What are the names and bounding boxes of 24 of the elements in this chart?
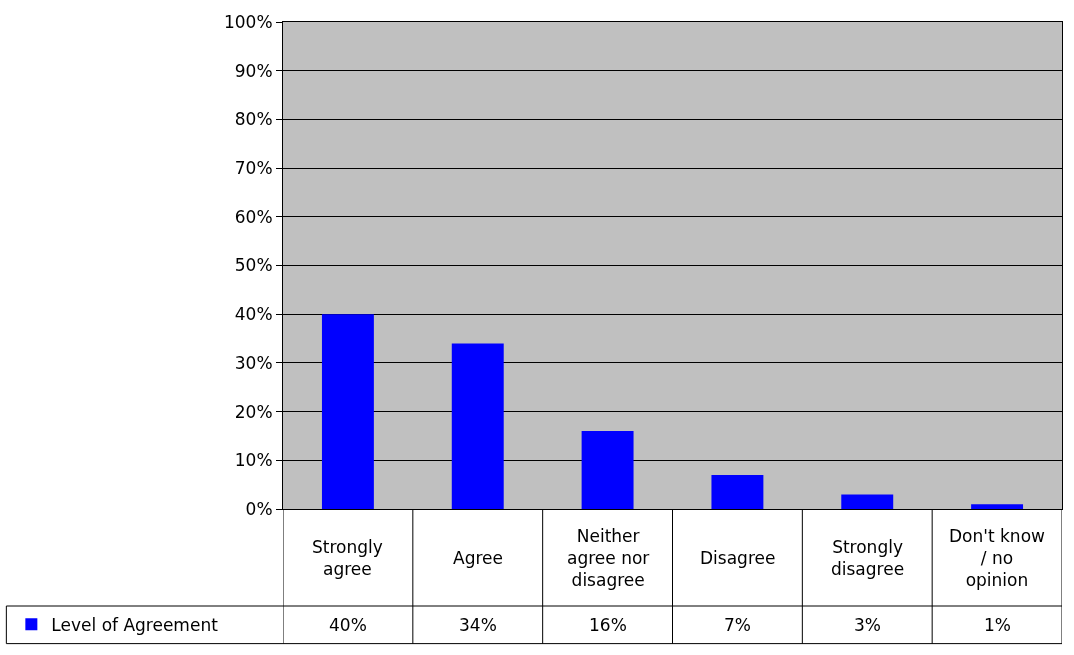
y-tick-label: 0% bbox=[245, 498, 273, 519]
y-tick-label: 30% bbox=[234, 352, 273, 373]
x-tick-label: Neither agree nor disagree bbox=[567, 526, 650, 591]
data-label: 34% bbox=[459, 615, 497, 635]
x-tick-label: Strongly agree bbox=[312, 537, 383, 580]
y-tick-label: 50% bbox=[234, 255, 273, 276]
y-tick-label: 40% bbox=[234, 304, 273, 325]
x-tick-label: Agree bbox=[453, 548, 503, 568]
legend-label: Level of Agreement bbox=[51, 614, 219, 635]
y-tick-label: 60% bbox=[234, 206, 273, 227]
data-label: 40% bbox=[329, 615, 367, 635]
y-tick-label: 100% bbox=[223, 11, 273, 32]
x-tick-label: Disagree bbox=[700, 548, 776, 568]
x-tick-label: Strongly disagree bbox=[831, 537, 905, 580]
data-label: 16% bbox=[589, 615, 627, 635]
data-label: 3% bbox=[854, 615, 881, 635]
data-label: 7% bbox=[724, 615, 751, 635]
y-tick-label: 80% bbox=[234, 109, 273, 130]
y-tick-label: 70% bbox=[234, 158, 273, 179]
y-tick-label: 10% bbox=[234, 450, 273, 471]
x-tick-label: Don't know / no opinion bbox=[949, 526, 1046, 591]
data-label: 1% bbox=[984, 615, 1011, 635]
y-tick-label: 20% bbox=[234, 401, 273, 422]
y-tick-label: 90% bbox=[234, 60, 273, 81]
